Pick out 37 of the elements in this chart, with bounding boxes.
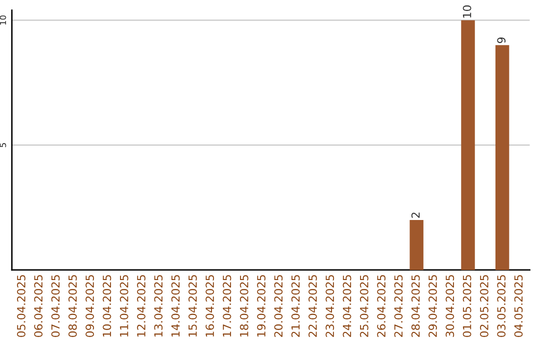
x-tick-label: 02.05.2025 xyxy=(480,275,488,338)
x-tick-label: 18.04.2025 xyxy=(240,275,248,337)
x-tick-label: 09.04.2025 xyxy=(86,275,94,338)
data-label: 2 xyxy=(411,212,420,218)
x-tick-label: 13.04.2025 xyxy=(154,275,163,337)
x-tick-label: 19.04.2025 xyxy=(257,275,266,337)
x-tick-label: 17.04.2025 xyxy=(222,275,232,337)
x-tick-label: 10.04.2025 xyxy=(102,275,112,337)
x-tick-label: 24.04.2025 xyxy=(342,275,352,337)
x-tick-label: 30.04.2025 xyxy=(446,275,454,337)
x-tick-label: 15.04.2025 xyxy=(188,275,197,337)
x-tick-label: 29.04.2025 xyxy=(428,275,437,337)
data-label: 9 xyxy=(497,37,506,44)
data-label: 10 xyxy=(462,5,472,18)
x-tick-label: 26.04.2025 xyxy=(377,275,386,337)
x-tick-label: 06.04.2025 xyxy=(34,275,43,338)
x-tick-label: 07.04.2025 xyxy=(51,275,60,338)
x-tick-label: 23.04.2025 xyxy=(326,275,334,337)
x-tick-label: 04.05.2025 xyxy=(514,275,523,338)
x-tick-label: 01.05.2025 xyxy=(462,275,472,338)
x-tick-label: 03.05.2025 xyxy=(497,275,506,338)
x-tick-label: 27.04.2025 xyxy=(394,275,403,337)
bar xyxy=(410,220,424,270)
x-tick-label: 21.04.2025 xyxy=(291,275,300,337)
x-tick-label: 12.04.2025 xyxy=(137,275,146,337)
x-tick-label: 05.04.2025 xyxy=(16,275,26,338)
x-tick-label: 11.04.2025 xyxy=(120,275,128,337)
x-tick-label: 14.04.2025 xyxy=(171,275,180,337)
bar xyxy=(495,45,510,270)
x-tick-label: 22.04.2025 xyxy=(308,275,317,337)
x-tick-label: 08.04.2025 xyxy=(68,275,77,338)
bar xyxy=(461,20,475,270)
x-tick-label: 16.04.2025 xyxy=(206,275,214,337)
y-tick-label: 5 xyxy=(0,143,6,148)
x-tick-label: 20.04.2025 xyxy=(274,275,283,337)
x-tick-label: 28.04.2025 xyxy=(411,275,420,337)
x-tick-label: 25.04.2025 xyxy=(360,275,368,337)
